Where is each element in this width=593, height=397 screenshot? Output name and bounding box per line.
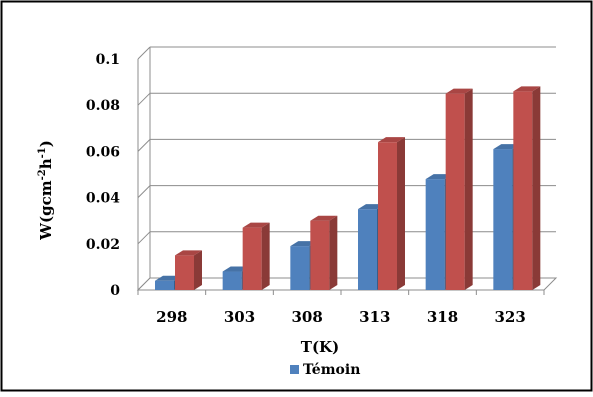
bar-front <box>425 179 445 290</box>
bars <box>155 86 541 291</box>
gridline-wall <box>137 231 151 245</box>
bar-series-2-318 <box>445 88 473 291</box>
bar-front <box>378 142 397 290</box>
bar-top <box>242 222 270 228</box>
bar-series-2-308 <box>310 215 338 290</box>
gridline-wall <box>137 46 151 60</box>
legend-label-temoin: Témoin <box>303 362 360 378</box>
y-tick-label: 0.08 <box>86 98 120 114</box>
y-tick-label: 0.06 <box>86 144 120 160</box>
y-axis-label-sup2: -1 <box>37 147 48 158</box>
bar-front <box>310 220 330 290</box>
x-tick-label: 308 <box>292 308 323 326</box>
y-tick-label: 0.02 <box>86 237 120 253</box>
bar-front <box>290 246 310 290</box>
x-tick-label: 323 <box>495 308 526 326</box>
bar-series-2-323 <box>513 86 541 290</box>
bar-front <box>175 255 194 290</box>
bar-top <box>378 137 405 143</box>
x-tick-label: 318 <box>427 308 458 326</box>
y-tick-label: 0.1 <box>96 52 120 68</box>
bar-front <box>445 93 465 291</box>
x-axis-tick-labels: 298 303 308 313 318 323 <box>156 308 526 326</box>
gridline-wall <box>137 139 151 152</box>
bar-series-2-303 <box>242 222 270 290</box>
bar-top <box>175 250 202 256</box>
bar-front <box>242 227 262 290</box>
y-axis-tick-labels: 0 0.02 0.04 0.06 0.08 0.1 <box>86 52 120 299</box>
bar-front <box>358 209 377 290</box>
bar-series-2-313 <box>378 137 405 290</box>
y-axis-label-end: ) <box>37 140 55 147</box>
bar-side <box>194 250 202 290</box>
bar-top <box>445 88 473 94</box>
y-axis-label-main: W(gcm <box>37 180 55 241</box>
x-axis-label: T(K) <box>301 338 339 356</box>
bar-top <box>513 86 541 92</box>
gridline-wall <box>137 92 151 106</box>
y-tick-label: 0 <box>110 283 120 299</box>
bar-front <box>222 271 242 290</box>
bar-side <box>532 86 541 290</box>
legend: Témoin <box>290 362 360 378</box>
bar-side <box>329 215 338 290</box>
legend-swatch-temoin <box>290 365 299 374</box>
bar-side <box>261 222 270 290</box>
bar-front <box>155 280 174 290</box>
bar-series-2-298 <box>175 250 202 290</box>
y-tick-label: 0.04 <box>86 191 120 207</box>
gridline-wall <box>137 185 151 198</box>
bar-side <box>464 88 473 291</box>
x-tick-label: 303 <box>224 308 255 326</box>
x-tick-label: 313 <box>359 308 390 326</box>
bar-side <box>397 137 405 290</box>
y-axis-label-sup1: -2 <box>37 169 48 180</box>
y-axis-label: W(gcm-2h-1) <box>37 140 55 241</box>
y-axis-label-mid: h <box>37 158 55 169</box>
bar-front <box>513 91 533 290</box>
bar-top <box>310 215 338 221</box>
bar-front <box>493 149 513 290</box>
x-tick-label: 298 <box>156 308 187 326</box>
